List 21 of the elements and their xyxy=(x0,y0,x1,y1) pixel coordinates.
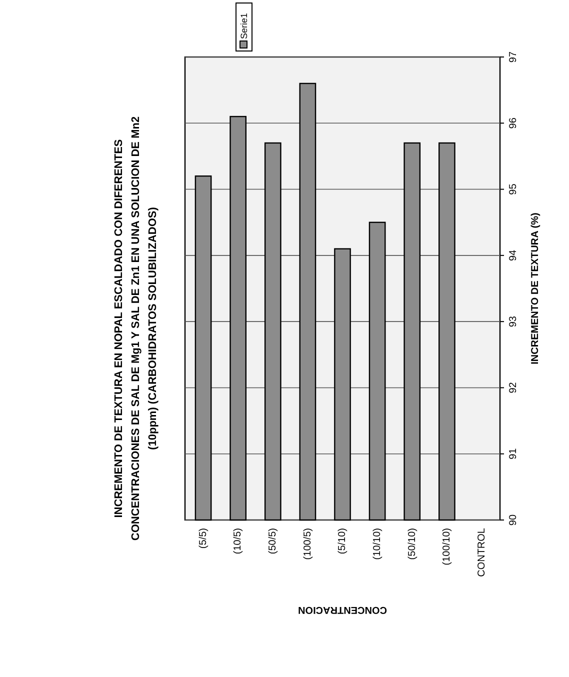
text: INCREMENTO DE TEXTURA EN NOPAL ESCALDADO CON DIFERENTES CONCENTRACIONES DE SAL DE Mg1 Y SAL DE Zn1 EN UNA SOLUCION DE Mn2 (10ppm) (CARBOHIDRATOS SOLUBILIZADOS) xyxy=(113,116,159,541)
y-tick-label: 91 xyxy=(508,448,519,460)
y-tick-label: 93 xyxy=(508,316,519,328)
x-tick-label: (100/5) xyxy=(302,528,314,560)
x-tick-label: (50/5) xyxy=(268,528,279,554)
y-tick-label: 92 xyxy=(508,382,519,394)
x-tick-label: (50/10) xyxy=(406,528,418,560)
y-tick-label: 96 xyxy=(508,117,519,129)
x-tick-label: (100/10) xyxy=(442,528,453,566)
x-tick-label: CONTROL xyxy=(476,528,488,577)
x-tick-label: (10/10) xyxy=(372,528,383,560)
text: Serie1 xyxy=(239,12,249,39)
x-tick-label: (5/10) xyxy=(337,528,348,554)
y-tick-label: 95 xyxy=(508,183,519,195)
x-tick-label: (10/5) xyxy=(232,528,244,554)
y-tick-label: 94 xyxy=(508,249,519,261)
y-tick-label: 97 xyxy=(508,51,519,63)
x-axis-title: CONCENTRACION xyxy=(298,604,387,615)
x-tick-label: (5/5) xyxy=(198,528,209,549)
y-axis-title: INCREMENTO DE TEXTURA (%) xyxy=(530,212,541,364)
y-tick-label: 90 xyxy=(508,514,519,526)
